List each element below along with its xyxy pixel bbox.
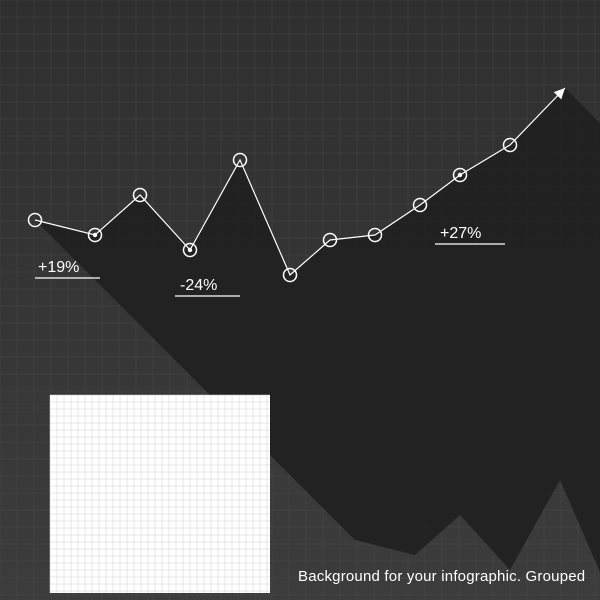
value-label: +19%	[38, 259, 79, 276]
value-label: +27%	[440, 225, 481, 242]
inset-panel	[50, 395, 270, 593]
data-point-highlight	[188, 248, 192, 252]
chart-svg: +19% -24% +27%	[0, 0, 600, 600]
value-label: -24%	[180, 277, 217, 294]
data-point-highlight	[93, 233, 97, 237]
infographic-stage: +19% -24% +27% Background for your infogra…	[0, 0, 600, 600]
data-point-highlight	[458, 173, 462, 177]
caption-text: Background for your infographic. Grouped	[298, 568, 585, 585]
